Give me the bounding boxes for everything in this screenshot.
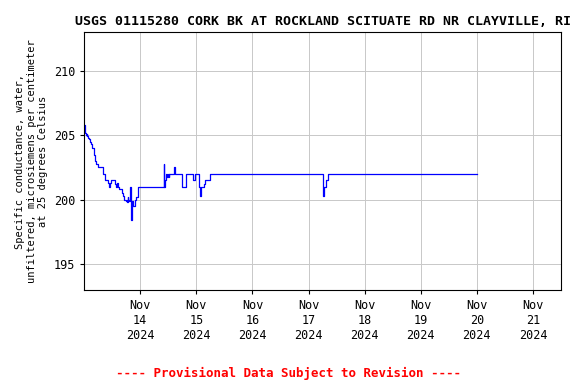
Text: ---- Provisional Data Subject to Revision ----: ---- Provisional Data Subject to Revisio… bbox=[116, 367, 460, 380]
Title: USGS 01115280 CORK BK AT ROCKLAND SCITUATE RD NR CLAYVILLE, RI: USGS 01115280 CORK BK AT ROCKLAND SCITUA… bbox=[74, 15, 571, 28]
Y-axis label: Specific conductance, water,
unfiltered, microsiemens per centimeter
at 25 degre: Specific conductance, water, unfiltered,… bbox=[15, 39, 48, 283]
